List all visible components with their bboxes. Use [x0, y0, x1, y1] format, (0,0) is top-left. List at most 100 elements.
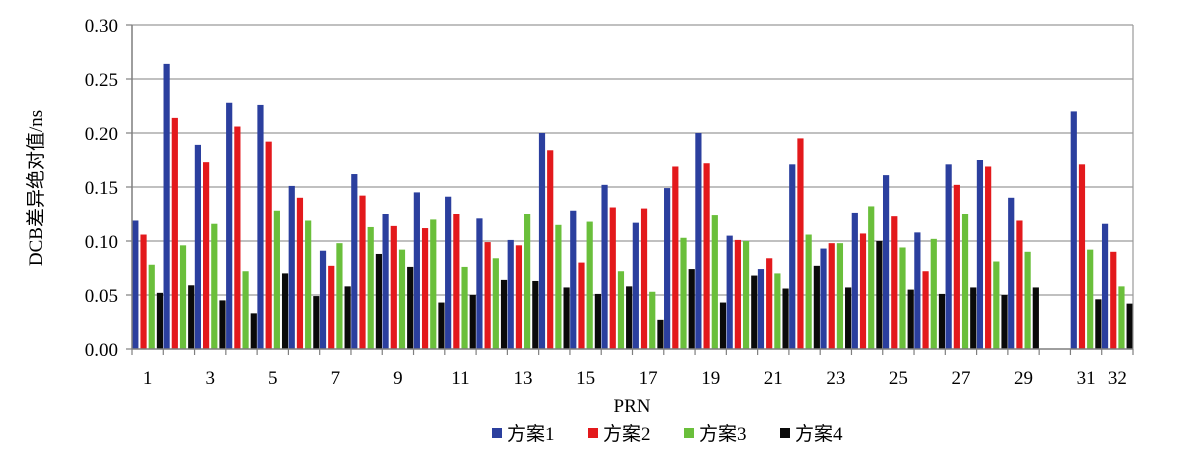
bar — [1110, 251, 1117, 349]
bar — [281, 273, 289, 349]
bar — [970, 287, 977, 349]
bar — [211, 223, 218, 349]
legend-swatch — [684, 428, 694, 438]
bar — [922, 271, 929, 349]
bar — [703, 163, 710, 349]
bar — [632, 222, 639, 349]
bar — [336, 243, 343, 349]
x-tick-label: 13 — [514, 368, 533, 389]
bar — [601, 184, 608, 349]
bar — [430, 219, 437, 349]
legend-swatch — [780, 428, 790, 438]
bar — [797, 138, 804, 349]
bars — [132, 63, 1133, 350]
bar — [945, 164, 952, 349]
bar — [680, 237, 687, 349]
bar — [1070, 111, 1077, 350]
x-tick-label: 1 — [143, 368, 153, 389]
y-tick-labels: 0.00 0.05 0.10 0.15 0.20 0.25 0.30 — [85, 16, 118, 361]
bar — [359, 195, 366, 349]
bar — [507, 239, 514, 349]
bar — [845, 287, 852, 349]
bar — [328, 265, 335, 349]
bar — [664, 188, 671, 349]
bar — [891, 216, 898, 349]
bar — [163, 63, 170, 349]
x-tick-label: 31 — [1077, 368, 1096, 389]
bar — [789, 164, 796, 349]
bar — [492, 258, 499, 349]
bar — [1087, 249, 1094, 349]
bar — [563, 287, 570, 349]
bar — [305, 220, 312, 349]
bar — [609, 207, 616, 349]
bar — [532, 280, 539, 349]
x-tick-label: 11 — [451, 368, 469, 389]
y-tick-label: 0.00 — [85, 340, 118, 361]
bar — [179, 245, 187, 349]
bar — [351, 174, 358, 349]
bar — [851, 212, 858, 349]
bar — [313, 296, 320, 349]
bar — [751, 275, 758, 349]
bar — [461, 266, 468, 349]
bar — [188, 285, 195, 349]
bar — [265, 141, 272, 349]
bar — [649, 291, 656, 349]
bar — [876, 241, 883, 349]
x-tick-label: 5 — [268, 368, 278, 389]
bar — [742, 241, 750, 349]
bar — [407, 266, 414, 349]
bar — [398, 249, 406, 349]
bar — [813, 265, 820, 349]
x-tick-label: 15 — [576, 368, 595, 389]
bar — [899, 247, 906, 349]
bar — [672, 166, 679, 349]
bar — [500, 279, 508, 349]
bar — [734, 239, 741, 349]
x-tick-label: 27 — [951, 368, 970, 389]
bar — [250, 313, 257, 349]
bar — [1126, 303, 1133, 349]
bar — [1078, 164, 1086, 349]
bar — [226, 102, 233, 349]
y-tick-label: 0.15 — [85, 178, 118, 199]
y-tick-label: 0.25 — [85, 70, 118, 91]
x-tick-label: 3 — [205, 368, 215, 389]
bar — [859, 233, 867, 349]
x-tick-label: 32 — [1108, 368, 1127, 389]
bar — [445, 196, 452, 349]
bar — [1118, 286, 1125, 349]
bar — [570, 210, 577, 349]
bar — [726, 235, 733, 349]
bar — [938, 293, 946, 349]
bar — [273, 210, 280, 349]
y-tick-label: 0.05 — [85, 286, 118, 307]
bar — [782, 288, 789, 349]
bar — [1001, 295, 1008, 349]
bar — [578, 262, 585, 349]
bar — [1016, 220, 1023, 349]
bar — [820, 248, 827, 349]
axes — [126, 24, 1134, 355]
x-tick-label: 17 — [639, 368, 658, 389]
bar — [657, 319, 664, 349]
bar — [640, 208, 648, 349]
bar — [219, 300, 226, 349]
bar — [695, 133, 702, 349]
bar — [390, 225, 397, 349]
y-tick-label: 0.20 — [85, 124, 118, 145]
bar — [194, 144, 201, 349]
bar — [515, 245, 523, 349]
bar — [1095, 299, 1102, 349]
bar — [367, 226, 374, 349]
bar — [382, 214, 389, 349]
x-tick-label: 21 — [764, 368, 783, 389]
bar — [296, 197, 304, 349]
bar — [766, 258, 773, 349]
bar — [476, 218, 483, 349]
bar — [375, 253, 383, 349]
bar — [1008, 197, 1015, 349]
